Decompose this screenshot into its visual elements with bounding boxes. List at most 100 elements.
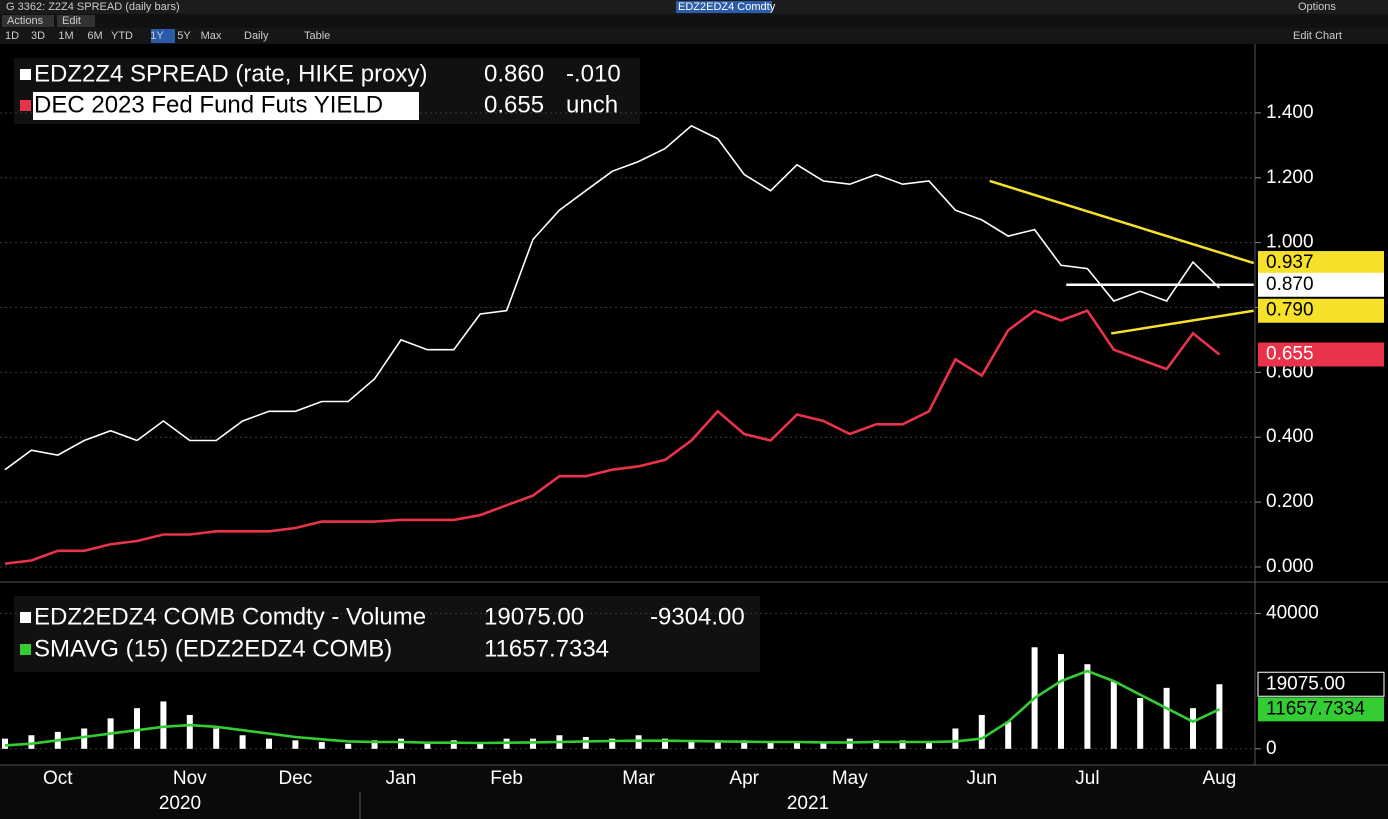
volume-bar [952,728,959,749]
volume-bar [741,740,748,749]
volume-bar [1058,654,1064,749]
series-line [4,669,1220,747]
legend-marker [20,69,31,80]
value-tag [1258,298,1384,323]
volume-bar [767,742,774,749]
range-button[interactable]: 6M [87,30,102,42]
legend-label: DEC 2023 Fed Fund Futs YIELD [34,91,383,118]
legend-label: SMAVG (15) (EDZ2EDZ4 COMB) [34,635,392,662]
year-label: 2020 [159,793,201,814]
volume-bar [292,740,299,749]
volume-bar [582,736,589,749]
x-tick-label: Jun [966,768,997,789]
value-tag-label: 0.655 [1266,344,1314,365]
range-button[interactable]: 3D [31,30,45,42]
menu-box[interactable] [2,15,54,27]
x-tick-label: Jul [1075,768,1099,789]
volume-bar [371,740,378,749]
x-tick-label: Feb [490,768,523,789]
x-tick-label: Nov [173,768,207,789]
volume-bar [926,742,932,749]
volume-bar [266,738,272,749]
legend-change: -9304.00 [650,603,745,630]
security[interactable]: EDZ2EDZ4 Comdty [678,1,776,13]
volume-bar [846,738,853,749]
volume-bar [239,735,246,749]
y-tick-label: 1.200 [1266,167,1314,188]
trend-line [1110,309,1254,335]
volume-bar [424,742,431,749]
volume-bar [820,742,827,749]
volume-bar [1216,684,1223,749]
x-tick-label: Aug [1202,768,1236,789]
value-tag [1258,697,1384,722]
menu-box[interactable] [57,15,95,27]
value-tag-label: 0.790 [1266,300,1314,321]
table[interactable]: Table [304,30,330,42]
security-box[interactable] [676,1,772,13]
y-tick-label: 1.400 [1266,102,1314,123]
legend-last: 0.860 [484,60,544,87]
range-bar [0,28,1388,44]
volume-bar [688,742,695,749]
range-button[interactable]: Max [201,30,222,42]
window-title: G 3362: Z2Z4 SPREAD (daily bars) [6,1,180,13]
range-button[interactable]: 1Y [150,30,164,42]
year-label: 2021 [787,793,829,814]
period[interactable]: Daily [244,30,269,42]
series-line [4,124,1220,471]
value-tag-label: 11657.7334 [1266,698,1365,719]
volume-bar [714,742,721,749]
x-tick-label: May [832,768,868,789]
value-tag [1258,272,1384,297]
volume-bar [530,738,536,749]
range-button[interactable]: 5Y [177,30,191,42]
volume-bar [450,740,457,749]
volume-bar [1110,681,1117,749]
legend-label: EDZ2Z4 SPREAD (rate, HIKE proxy) [34,60,427,87]
value-tag [1258,342,1384,367]
value-tag-label: 0.937 [1266,252,1314,273]
range-active [151,29,175,43]
menu-bar [0,14,1388,28]
menu[interactable]: Edit [62,15,81,27]
volume-bar [1190,708,1196,749]
legend-label: EDZ2EDZ4 COMB Comdty - Volume [34,603,426,630]
volume-bar [662,738,668,749]
volume-bar [1084,664,1091,749]
legend-change: -.010 [566,60,621,87]
x-tick-label: Oct [43,768,73,789]
x-tick-label: Dec [279,768,313,789]
legend-change: unch [566,91,618,118]
menu[interactable]: Actions [7,15,44,27]
edit-chart[interactable]: Edit Chart [1293,30,1342,42]
volume-bar [477,742,484,749]
date-axis [0,765,1388,819]
volume-bar [978,714,985,749]
volume-bar [28,735,35,749]
volume-bar [81,728,88,749]
x-tick-label: Mar [622,768,655,789]
x-tick-label: Jan [386,768,417,789]
y-tick-label: 0.600 [1266,361,1314,382]
volume-bar [635,735,642,749]
range-button[interactable]: YTD [111,30,133,42]
y-tick-label: 0.400 [1266,426,1314,447]
volume-bar [213,728,220,749]
volume-bar [318,742,325,749]
volume-bar [345,743,352,749]
volume-bar [398,738,404,749]
legend-last: 0.655 [484,91,544,118]
volume-bar [873,740,880,749]
volume-bar [1163,687,1170,749]
y-tick-label: 0 [1266,738,1277,759]
range-button[interactable]: 1M [58,30,73,42]
volume-bar [609,738,616,749]
volume-bar [899,740,906,749]
y-tick-label: 40000 [1266,602,1319,623]
range-button[interactable]: 1D [5,30,19,42]
legend-last: 11657.7334 [484,635,609,662]
legend-highlight [33,92,419,120]
options[interactable]: Options [1298,1,1336,13]
